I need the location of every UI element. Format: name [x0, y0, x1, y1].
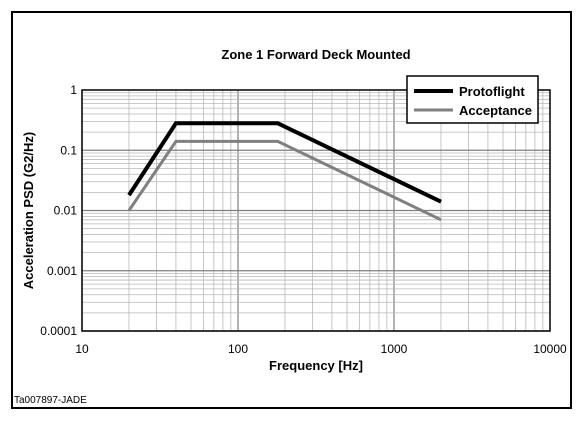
y-axis-label: Acceleration PSD (G2/Hz): [21, 132, 36, 290]
x-tick-label: 1000: [381, 342, 408, 356]
series-line-acceptance: [127, 139, 442, 222]
legend: Protoflight Acceptance: [406, 75, 539, 124]
plot-border: [81, 89, 551, 332]
chart-title: Zone 1 Forward Deck Mounted: [221, 47, 410, 62]
series-line-protoflight: [127, 121, 442, 204]
y-tick-label: 0.0001: [40, 324, 77, 338]
series-layer: [127, 121, 442, 222]
y-tick-label: 0.001: [47, 264, 77, 278]
x-axis-label: Frequency [Hz]: [269, 358, 363, 373]
figure-reference-id: Ta007897-JADE: [14, 395, 87, 406]
y-tick-label: 1: [70, 83, 77, 97]
grid: [81, 90, 550, 332]
x-tick-label: 10: [75, 342, 89, 356]
x-tick-label: 10000: [533, 342, 567, 356]
tick-labels: 10 100 1000 10000 0.0001 0.001 0.01 0.1 1: [40, 83, 567, 356]
y-tick-label: 0.01: [54, 204, 78, 218]
y-tick-label: 0.1: [60, 143, 77, 157]
legend-label-protoflight: Protoflight: [459, 84, 525, 99]
legend-box: [406, 75, 539, 124]
legend-label-acceptance: Acceptance: [459, 103, 532, 118]
x-tick-label: 100: [228, 342, 248, 356]
